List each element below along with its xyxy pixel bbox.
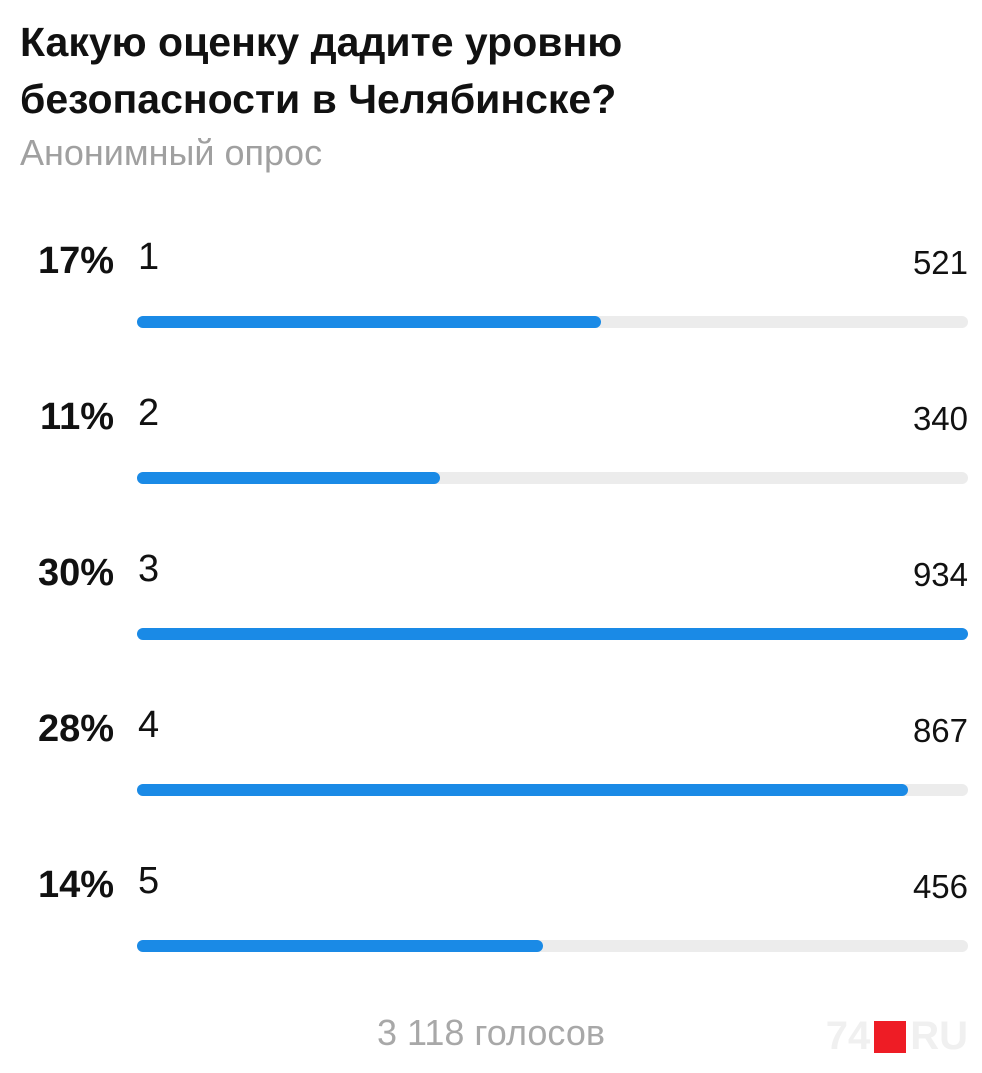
option-votes: 867: [912, 712, 968, 749]
option-percent: 11%: [40, 396, 114, 438]
poll-subtitle: Анонимный опрос: [20, 132, 323, 173]
bar-track: [137, 940, 968, 952]
watermark-text: RU: [910, 1014, 968, 1058]
poll-option: 30% 3 934: [0, 548, 982, 672]
bar-track: [137, 784, 968, 796]
option-percent: 28%: [37, 708, 114, 750]
bar: [137, 472, 440, 484]
option-votes: 934: [912, 556, 968, 593]
poll-option: 28% 4 867: [0, 704, 982, 828]
option-label: 4: [138, 704, 160, 746]
watermark: 74 RU: [826, 1014, 968, 1059]
option-votes: 521: [912, 244, 968, 281]
bar-track: [137, 316, 968, 328]
option-votes: 456: [912, 868, 968, 905]
watermark-text: 74: [825, 1014, 871, 1058]
bar-track: [137, 628, 968, 640]
option-votes: 340: [912, 400, 968, 437]
bar: [137, 628, 968, 640]
option-label: 3: [138, 548, 160, 590]
option-percent: 30%: [37, 552, 114, 594]
watermark-logo: [874, 1020, 907, 1053]
option-label: 5: [138, 860, 160, 902]
option-percent: 17%: [37, 240, 114, 282]
option-label: 1: [138, 236, 160, 278]
bar: [137, 316, 601, 328]
poll-title: Какую оценку дадите уровню безопасности …: [20, 19, 623, 122]
poll-option: 17% 1 521: [0, 236, 982, 360]
total-votes: 3 118 голосов: [377, 1012, 605, 1053]
bar: [137, 784, 909, 796]
poll-option: 11% 2 340: [0, 392, 982, 516]
option-label: 2: [138, 392, 160, 434]
option-percent: 14%: [37, 864, 114, 906]
poll-option: 14% 5 456: [0, 860, 982, 984]
bar-track: [137, 472, 968, 484]
bar: [137, 940, 543, 952]
